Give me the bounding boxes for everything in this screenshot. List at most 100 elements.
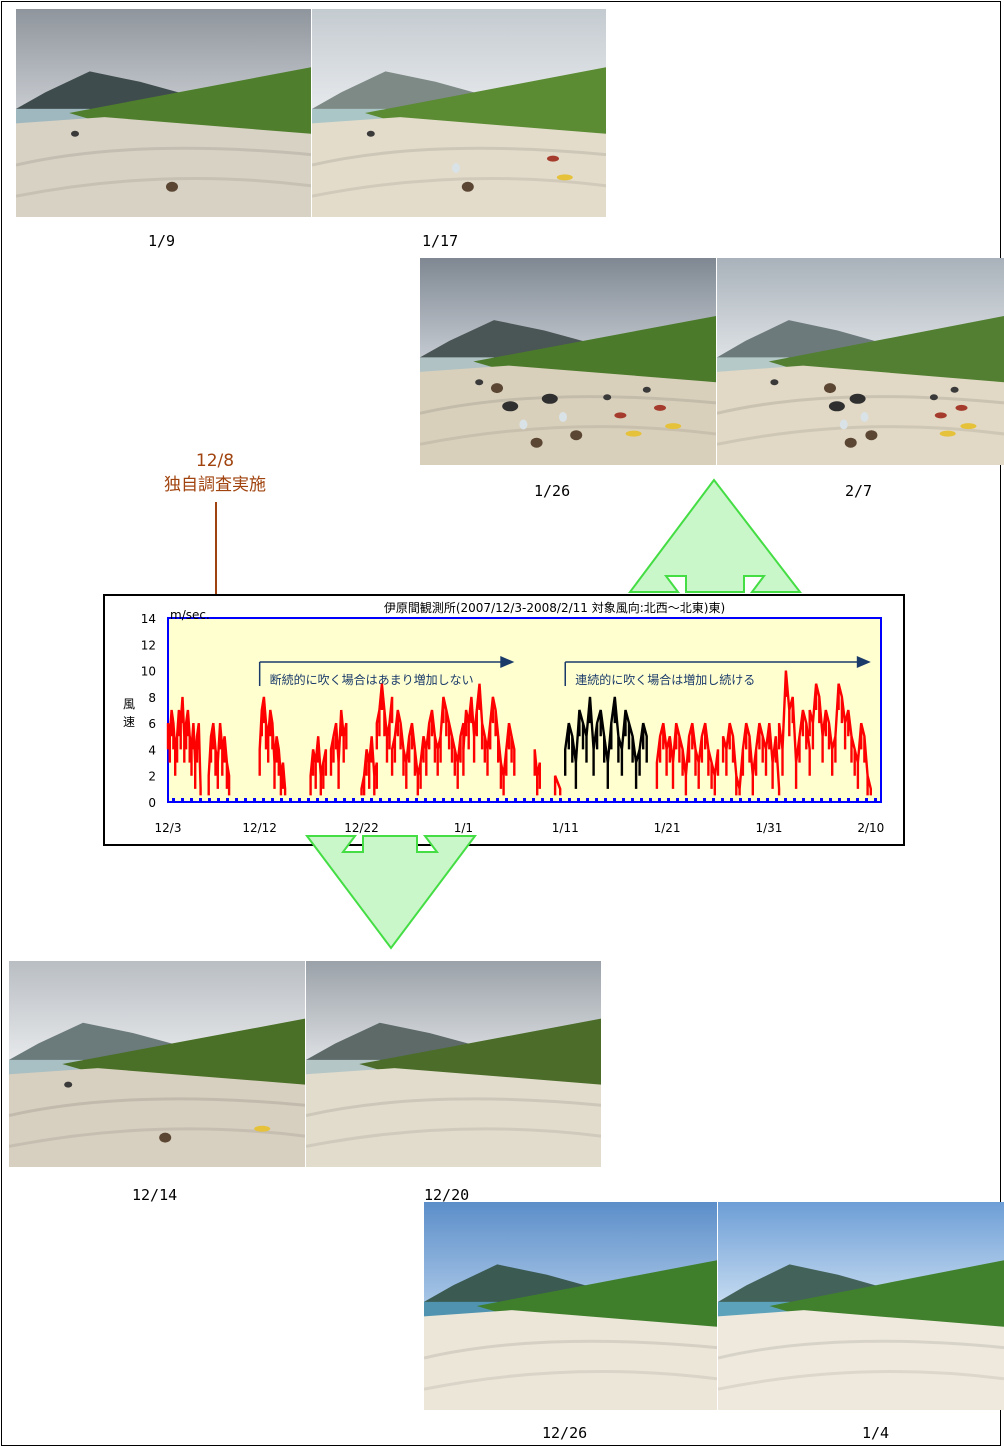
axis-dot	[730, 798, 733, 801]
photo-caption: 12/14	[132, 1186, 178, 1204]
axis-dot	[577, 798, 580, 801]
axis-dot	[208, 798, 211, 801]
series-line-red	[777, 670, 811, 789]
y-axis-label: 速	[123, 715, 135, 729]
beach-photo-12-14	[9, 961, 305, 1167]
y-tick-label: 14	[141, 612, 156, 626]
axis-dot	[199, 798, 202, 801]
series-line-red	[553, 775, 562, 796]
axis-dot	[262, 798, 265, 801]
y-tick-label: 6	[148, 717, 156, 731]
axis-dot	[811, 798, 814, 801]
axis-dot	[748, 798, 751, 801]
axis-dot	[595, 798, 598, 801]
axis-dot	[181, 798, 184, 801]
series-line-red	[375, 683, 394, 763]
series-line-red	[329, 709, 348, 789]
axis-dot	[775, 798, 778, 801]
axis-dot	[316, 798, 319, 801]
beach-photo-1-9	[16, 9, 311, 217]
photo-caption: 12/26	[542, 1424, 588, 1442]
x-tick-label: 2/10	[857, 821, 884, 835]
y-unit-label: m/sec.	[170, 608, 210, 622]
axis-dot	[721, 798, 724, 801]
x-tick-label: 12/3	[155, 821, 182, 835]
axis-dot	[433, 798, 436, 801]
y-tick-label: 0	[148, 796, 156, 810]
axis-dot	[334, 798, 337, 801]
x-tick-label: 1/31	[755, 821, 782, 835]
x-tick-label: 12/22	[344, 821, 379, 835]
axis-dot	[559, 798, 562, 801]
axis-dot	[307, 798, 310, 801]
axis-dot	[487, 798, 490, 801]
series-line-red	[808, 683, 872, 796]
axis-dot	[424, 798, 427, 801]
axis-dot	[793, 798, 796, 801]
chart-svg: 伊原間観測所(2007/12/3-2008/2/11 対象風向:北西～北東)東)…	[123, 600, 884, 835]
y-axis-label: 風	[123, 697, 135, 711]
axis-dot	[469, 798, 472, 801]
photo-caption: 2/7	[845, 482, 873, 500]
x-tick-label: 1/1	[454, 821, 473, 835]
up-arrow-icon	[628, 478, 803, 593]
beach-photo-12-26	[424, 1202, 717, 1410]
axis-dot	[379, 798, 382, 801]
axis-dot	[541, 798, 544, 801]
axis-dot	[658, 798, 661, 801]
series-line-red	[533, 749, 541, 796]
axis-dot	[244, 798, 247, 801]
axis-dot	[217, 798, 220, 801]
axis-dot	[685, 798, 688, 801]
axis-dot	[676, 798, 679, 801]
series-line-red	[207, 722, 231, 796]
annotation-text: 断続的に吹く場合はあまり増加しない	[270, 672, 474, 687]
axis-dot	[361, 798, 364, 801]
series-line-red	[721, 722, 781, 796]
axis-dot	[325, 798, 328, 801]
axis-dot	[712, 798, 715, 801]
axis-dot	[280, 798, 283, 801]
axis-dot	[649, 798, 652, 801]
photo-caption: 1/4	[862, 1424, 890, 1442]
axis-dot	[604, 798, 607, 801]
plot-area	[167, 617, 882, 803]
axis-dot	[505, 798, 508, 801]
beach-photo-12-20	[306, 961, 601, 1167]
wind-speed-chart: 伊原間観測所(2007/12/3-2008/2/11 対象風向:北西～北東)東)…	[103, 594, 905, 846]
axis-dot	[766, 798, 769, 801]
axis-dot	[829, 798, 832, 801]
annotation-arrow-head	[500, 656, 515, 668]
axis-dot	[442, 798, 445, 801]
beach-photo-2-7	[717, 258, 1004, 465]
x-tick-label: 1/21	[654, 821, 681, 835]
axis-dot	[568, 798, 571, 801]
axis-dot	[343, 798, 346, 801]
series-line-red	[166, 696, 202, 796]
axis-dot	[388, 798, 391, 801]
axis-dot	[667, 798, 670, 801]
axis-dot	[460, 798, 463, 801]
axis-dot	[631, 798, 634, 801]
annotation-text: 連続的に吹く場合は増加し続ける	[575, 672, 755, 687]
beach-photo-1-26	[420, 258, 716, 465]
axis-dot	[550, 798, 553, 801]
series-line-red	[462, 683, 516, 796]
axis-dot	[514, 798, 517, 801]
photo-caption: 1/9	[148, 232, 176, 250]
y-tick-label: 12	[141, 638, 156, 652]
photo-caption: 12/20	[424, 1186, 470, 1204]
axis-dot	[640, 798, 643, 801]
down-arrow-icon	[305, 835, 477, 950]
y-tick-label: 4	[148, 743, 156, 757]
axis-dot	[586, 798, 589, 801]
axis-dot	[415, 798, 418, 801]
axis-dot	[523, 798, 526, 801]
x-tick-label: 1/11	[552, 821, 579, 835]
axis-dot	[865, 798, 868, 801]
annotation-text: 独自調査実施	[164, 475, 266, 495]
annotation-date: 12/8	[195, 451, 235, 471]
axis-dot	[235, 798, 238, 801]
beach-photo-1-17	[312, 9, 606, 217]
series-line-red	[390, 696, 465, 796]
